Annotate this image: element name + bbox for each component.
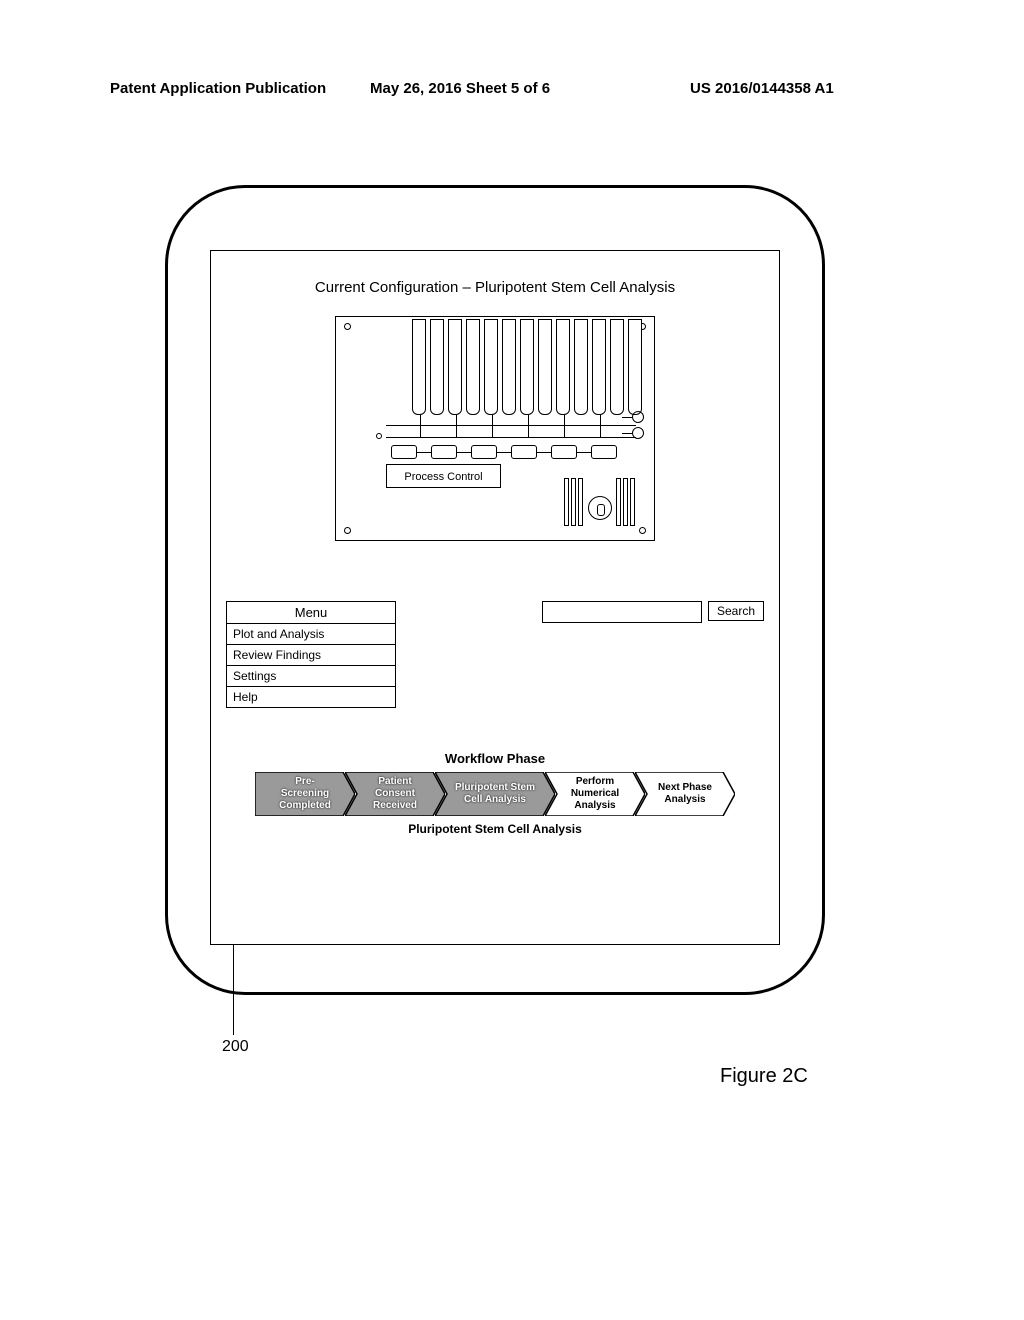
workflow-step[interactable]: Pre-Screening Completed bbox=[255, 772, 355, 816]
sheet-label: May 26, 2016 Sheet 5 of 6 bbox=[370, 80, 550, 97]
vessel-cluster bbox=[564, 478, 644, 528]
reference-lead-line bbox=[233, 945, 234, 1035]
menu-item-plot-analysis[interactable]: Plot and Analysis bbox=[227, 624, 395, 645]
process-diagram: Process Control bbox=[335, 316, 655, 541]
screw-hole-icon bbox=[639, 527, 646, 534]
workflow-step[interactable]: Next Phase Analysis bbox=[635, 772, 735, 816]
reference-number: 200 bbox=[222, 1038, 249, 1056]
workflow-step-label: Perform Numerical Analysis bbox=[554, 776, 636, 812]
search-input[interactable] bbox=[542, 601, 702, 623]
workflow-step-label: Patient Consent Received bbox=[354, 776, 436, 812]
workflow-subtitle: Pluripotent Stem Cell Analysis bbox=[211, 822, 779, 836]
workflow-step-label: Pluripotent Stem Cell Analysis bbox=[444, 782, 546, 806]
screen-title: Current Configuration – Pluripotent Stem… bbox=[211, 279, 779, 296]
menu-item-review-findings[interactable]: Review Findings bbox=[227, 645, 395, 666]
workflow-step[interactable]: Perform Numerical Analysis bbox=[545, 772, 645, 816]
workflow-step[interactable]: Pluripotent Stem Cell Analysis bbox=[435, 772, 555, 816]
workflow-step-label: Next Phase Analysis bbox=[644, 782, 726, 806]
menu-panel: Menu Plot and Analysis Review Findings S… bbox=[226, 601, 396, 708]
search-area: Search bbox=[542, 601, 764, 623]
workflow-section: Workflow Phase Pre-Screening CompletedPa… bbox=[211, 751, 779, 836]
screw-hole-icon bbox=[344, 527, 351, 534]
workflow-title: Workflow Phase bbox=[211, 751, 779, 766]
menu-header[interactable]: Menu bbox=[227, 602, 395, 624]
tube-rack bbox=[412, 319, 642, 419]
process-control-label: Process Control bbox=[386, 464, 501, 488]
menu-area: Menu Plot and Analysis Review Findings S… bbox=[226, 601, 764, 708]
screw-hole-icon bbox=[344, 323, 351, 330]
menu-item-help[interactable]: Help bbox=[227, 687, 395, 707]
publication-number: US 2016/0144358 A1 bbox=[690, 80, 834, 97]
workflow-steps-row: Pre-Screening CompletedPatient Consent R… bbox=[211, 772, 779, 816]
search-button[interactable]: Search bbox=[708, 601, 764, 621]
workflow-step-label: Pre-Screening Completed bbox=[264, 776, 346, 812]
workflow-step[interactable]: Patient Consent Received bbox=[345, 772, 445, 816]
menu-item-settings[interactable]: Settings bbox=[227, 666, 395, 687]
publication-label: Patent Application Publication bbox=[110, 80, 326, 97]
device-screen: Current Configuration – Pluripotent Stem… bbox=[210, 250, 780, 945]
figure-caption: Figure 2C bbox=[720, 1065, 808, 1088]
